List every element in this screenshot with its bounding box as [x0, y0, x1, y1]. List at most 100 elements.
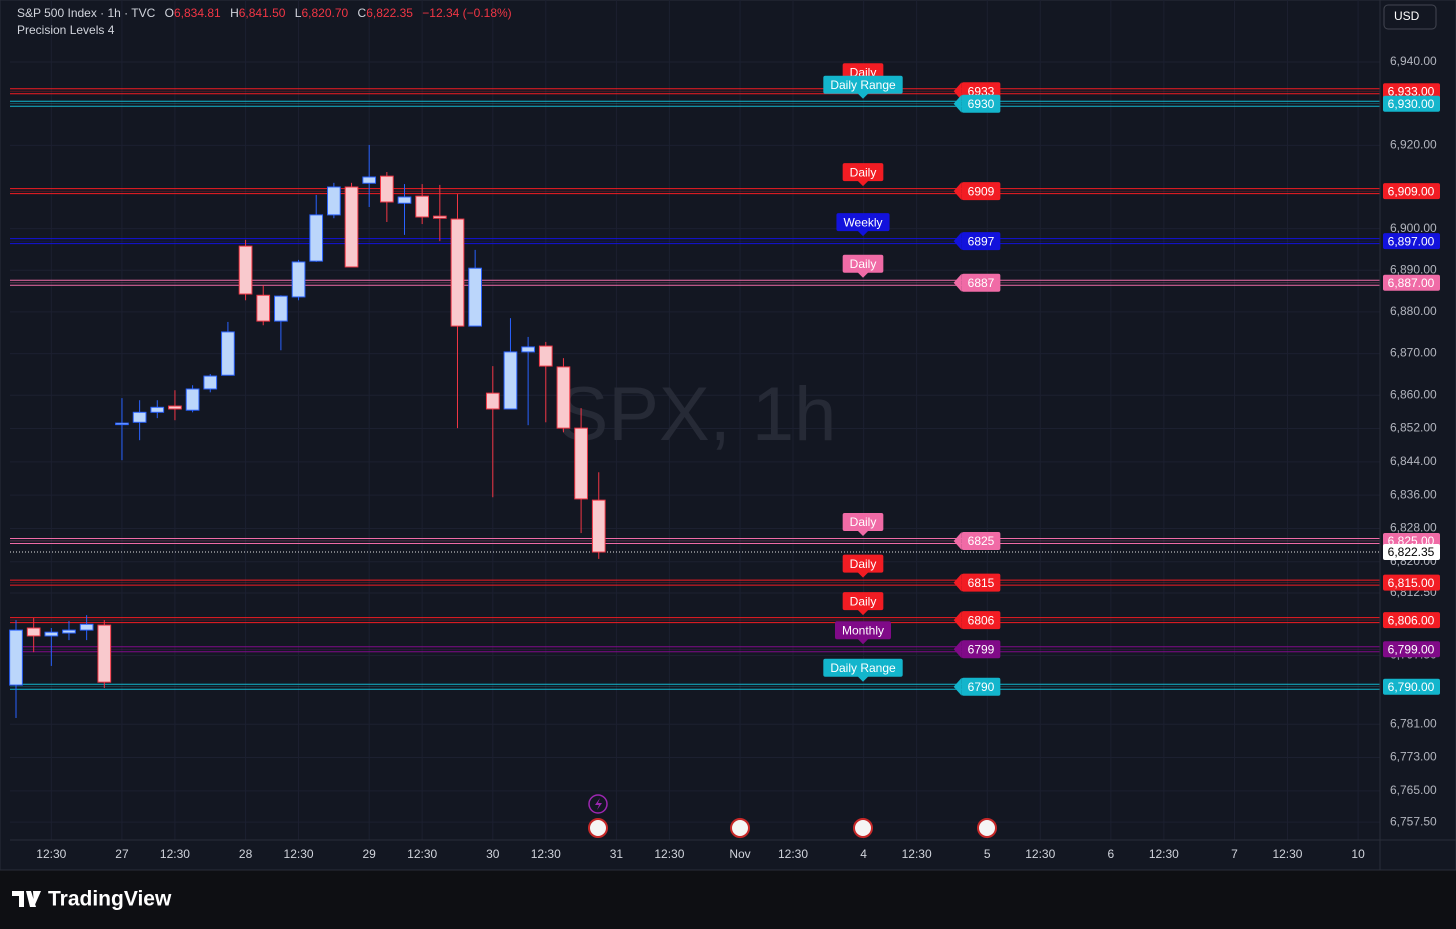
level-price: 6930 [968, 97, 995, 111]
candle-body [379, 175, 394, 203]
price-arrow [953, 531, 962, 550]
x-tick-label: 12:30 [1025, 847, 1055, 861]
candle-body [238, 245, 253, 295]
levels [10, 88, 1380, 690]
candle-body [538, 345, 553, 367]
candle-body [97, 624, 112, 683]
candle-body [309, 214, 324, 262]
currency-button[interactable] [1383, 4, 1437, 30]
level-tag: Daily [850, 557, 877, 571]
x-tick-label: Nov [729, 847, 750, 861]
x-tick-label: 6 [1108, 847, 1115, 861]
price-arrow [953, 640, 962, 659]
price-arrow [953, 677, 962, 696]
y-tick-label: 6,757.50 [1390, 814, 1437, 828]
y-tick-label: 6,880.00 [1390, 304, 1437, 318]
x-tick-label: 12:30 [36, 847, 66, 861]
axis-badge: 6,799.00 [1388, 642, 1435, 656]
y-tick-label: 6,773.00 [1390, 750, 1437, 764]
price-arrow [953, 182, 962, 201]
axis-badge-bg [1383, 612, 1440, 629]
y-tick-label: 6,920.00 [1390, 138, 1437, 152]
level-tag: Daily [850, 165, 877, 179]
x-tick-label: 10 [1351, 847, 1365, 861]
candle-body [150, 406, 165, 413]
last-price-label: 6,822.35 [1388, 545, 1435, 559]
candles [9, 144, 606, 718]
us-event[interactable] [853, 818, 873, 838]
level-tag: Weekly [843, 215, 882, 229]
axis-badge-bg [1383, 574, 1440, 591]
y-tick-label: 6,852.00 [1390, 421, 1437, 435]
axes: 6,940.00 6,920.00 6,900.00 6,890.00 6,880.00… [36, 54, 1440, 861]
level-tag: Daily [850, 257, 877, 271]
price-arrow [953, 232, 962, 251]
level-price-bg [961, 232, 1001, 251]
axis-badge: 6,815.00 [1388, 576, 1435, 590]
x-tick-label: 12:30 [902, 847, 932, 861]
level-tag: Monthly [842, 623, 884, 637]
candle-body [415, 195, 430, 218]
y-tick-label: 6,900.00 [1390, 221, 1437, 235]
candle-body [591, 499, 606, 553]
candle-body [9, 629, 23, 686]
axis-badge-bg [1383, 641, 1440, 658]
tag-pointer [857, 638, 869, 645]
axis-badge: 6,933.00 [1388, 84, 1435, 98]
axis-badge: 6,806.00 [1388, 613, 1435, 627]
x-tick-label: 28 [239, 847, 253, 861]
tag-pointer [857, 180, 869, 187]
brand-logo[interactable] [12, 891, 41, 907]
economic-events [588, 818, 997, 838]
us-event[interactable] [977, 818, 997, 838]
candle-body [44, 631, 59, 637]
axis-badge-bg [1383, 95, 1440, 112]
level-price: 6790 [968, 680, 995, 694]
symbol: S&P 500 Index · 1h · TVC [17, 6, 156, 20]
last-price-bg [1383, 544, 1440, 561]
axis-badge: 6,897.00 [1388, 234, 1435, 248]
currency-label[interactable]: USD [1394, 9, 1420, 23]
price-arrow [953, 273, 962, 292]
level-price-bg [961, 573, 1001, 592]
y-tick-label: 6,781.00 [1390, 716, 1437, 730]
x-tick-label: 12:30 [531, 847, 561, 861]
candle-body [79, 623, 94, 631]
level-tag-bg [842, 512, 884, 531]
level-price-bg [961, 94, 1001, 113]
price-arrow [953, 94, 962, 113]
candle-body [132, 411, 147, 423]
x-tick-label: 12:30 [407, 847, 437, 861]
y-tick-label: 6,844.00 [1390, 454, 1437, 468]
x-tick-label: 12:30 [1149, 847, 1179, 861]
candle-body [256, 294, 271, 322]
ohlc-value: 6,841.50 [239, 6, 286, 20]
event-icon-glyph [595, 798, 602, 810]
candle-body [397, 196, 412, 204]
candle-body [291, 261, 306, 298]
us-event[interactable] [588, 818, 608, 838]
ohlc-value: 6,820.70 [301, 6, 348, 20]
tag-pointer [857, 230, 869, 237]
level-price: 6825 [968, 534, 995, 548]
candle-body [203, 375, 218, 390]
candle-body [503, 351, 518, 410]
x-tick-label: 12:30 [160, 847, 190, 861]
level-tag-bg [842, 592, 884, 611]
level-tag: Daily Range [830, 78, 896, 92]
us-event[interactable] [730, 818, 750, 838]
indicator-name[interactable]: Precision Levels 4 [17, 23, 115, 37]
price-arrow [953, 611, 962, 630]
candle-body [485, 392, 500, 410]
price-arrow [953, 573, 962, 592]
ohlc-key: H [230, 6, 239, 20]
brand-name[interactable]: TradingView [48, 888, 172, 911]
level-tag-bg [823, 658, 903, 677]
x-tick-label: 27 [115, 847, 129, 861]
x-tick-label: 7 [1231, 847, 1238, 861]
level-tag: Daily [850, 594, 877, 608]
axis-badge-bg [1383, 83, 1440, 100]
y-tick-label: 6,828.00 [1390, 521, 1437, 535]
